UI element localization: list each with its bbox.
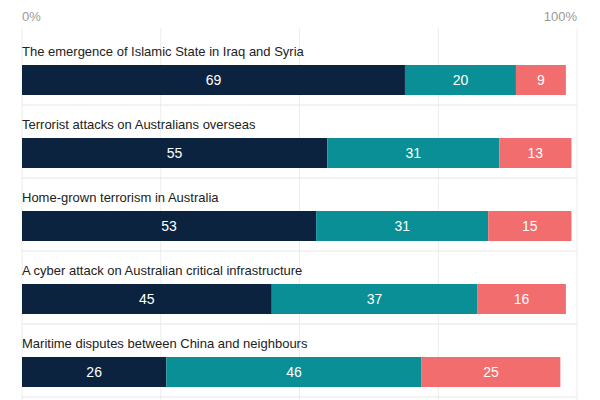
bar-segment [22,211,316,241]
bar-segment [166,357,421,387]
category-label: A cyber attack on Australian critical in… [22,263,302,278]
row-separator [22,178,577,179]
category-label: Home-grown terrorism in Australia [22,190,219,205]
data-label: 16 [514,291,530,307]
data-label: 26 [86,364,102,380]
bar-segment [316,211,488,241]
row-separator [22,397,577,398]
data-label: 45 [139,291,155,307]
data-label: 55 [167,145,183,161]
tick-label: 0% [22,9,41,24]
bar-segment [516,65,566,95]
bar-segment [499,138,571,168]
data-label: 31 [405,145,421,161]
data-label: 53 [161,218,177,234]
category-label: Maritime disputes between China and neig… [22,336,308,351]
row-separator [22,251,577,252]
bar-segment [272,284,477,314]
bar-segment [22,284,272,314]
tick-label: 100% [544,9,578,24]
data-labels: 69 20 9 55 31 13 53 31 15 45 37 16 26 46 25 [86,72,545,380]
grid-line [577,28,578,400]
bar-segment [22,138,327,168]
data-label: 31 [394,218,410,234]
data-label: 20 [453,72,469,88]
bar-segment [422,357,561,387]
bar-segment [488,211,571,241]
category-label: Terrorist attacks on Australians oversea… [22,117,256,132]
bar-segment [327,138,499,168]
row-separator [22,324,577,325]
category-label: The emergence of Islamic State in Iraq a… [22,44,305,59]
data-label: 69 [206,72,222,88]
data-label: 37 [367,291,383,307]
data-label: 25 [483,364,499,380]
bars [22,65,571,387]
chart: 0% 100% The emergence of Islamic State in … [0,0,600,400]
bar-segment [22,65,405,95]
data-label: 13 [528,145,544,161]
row-separator [22,105,577,106]
bar-segment [405,65,516,95]
bar-segment [22,357,166,387]
data-label: 46 [286,364,302,380]
data-label: 15 [522,218,538,234]
data-label: 9 [537,72,545,88]
bar-segment [477,284,566,314]
